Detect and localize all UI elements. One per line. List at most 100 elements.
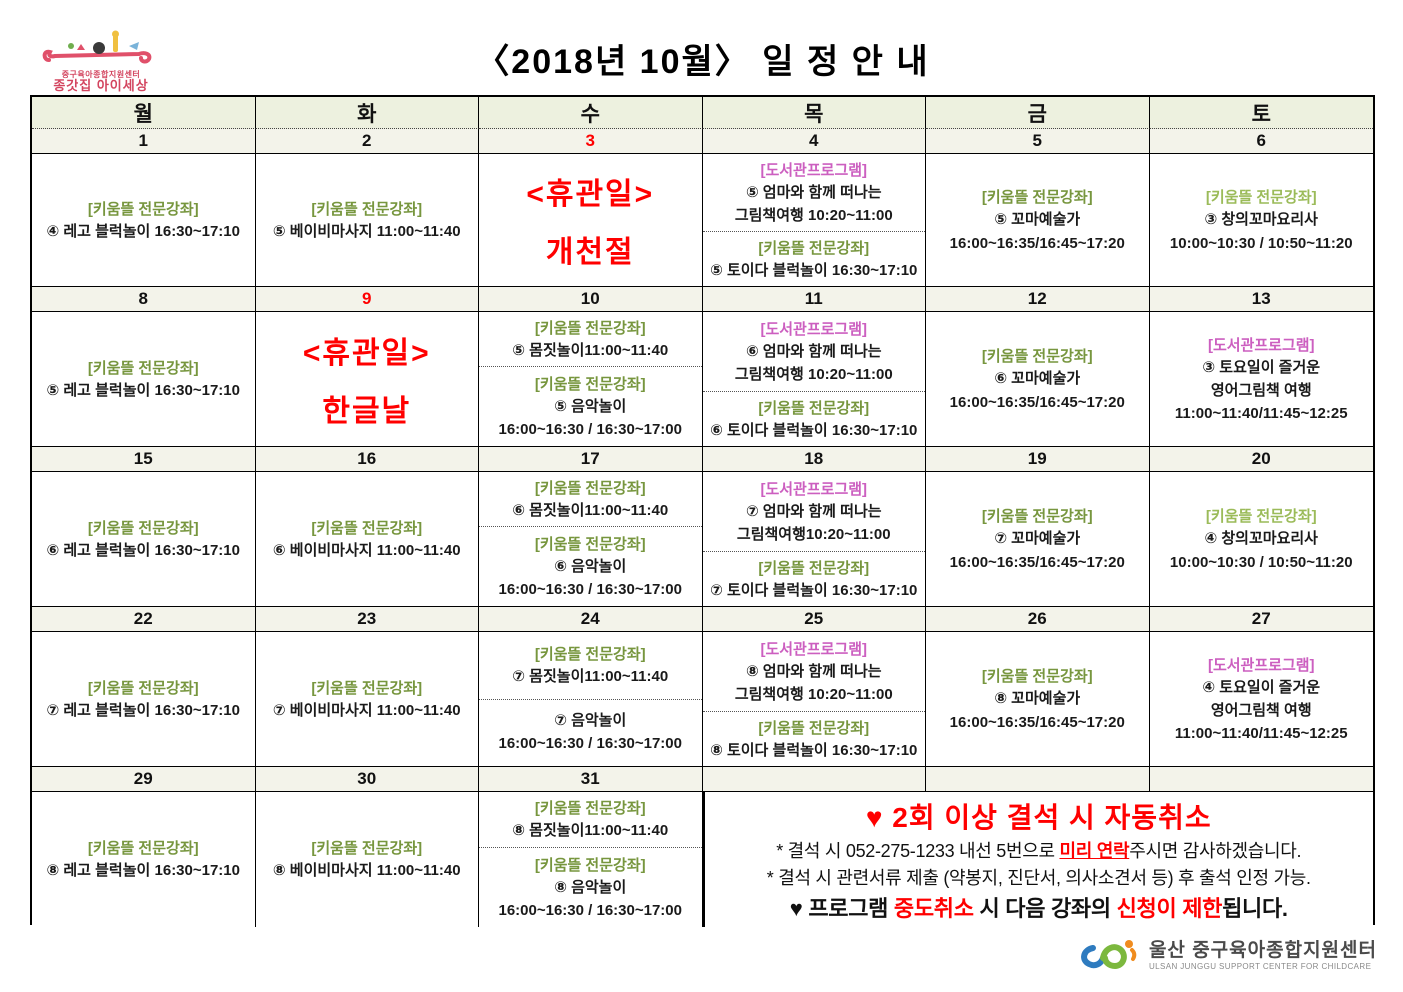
event-line: ⑦ 꼬마예술가 [994,530,1081,548]
calendar-cell: [도서관프로그램] ③ 토요일이 즐거운 영어그림책 여행 11:00~11:40/1… [1149,312,1373,447]
program-label: [키움뜰 전문강좌] [534,646,646,664]
event-line: ⑧ 음악놀이 [554,878,627,896]
program-label: [도서관프로그램] [760,320,868,338]
calendar-cell: [키움뜰 전문강좌] ⑧ 몸짓놀이11:00~11:40 [키움뜰 전문강좌] ⑧ 음… [479,792,703,927]
event-line: 16:00~16:30 / 16:30~17:00 [498,901,682,919]
page-title: 〈2018년 10월〉 일 정 안 내 [475,43,930,81]
event-line: ④ 창의꼬마요리사 [1204,530,1318,548]
event-line: 16:00~16:30 / 16:30~17:00 [498,421,682,439]
event-line: 16:00~16:30 / 16:30~17:00 [498,735,682,753]
notice-highlight: 중도취소 [893,895,974,921]
program-section: [키움뜰 전문강좌] ⑤ 몸짓놀이11:00~11:40 [479,312,702,366]
program-label: [키움뜰 전문강좌] [534,320,646,338]
program-label: [키움뜰 전문강좌] [981,508,1093,526]
event-line: ⑤ 음악놀이 [554,397,627,415]
holiday-label: <휴관일> [526,178,655,211]
calendar-cell: [도서관프로그램] ⑤ 엄마와 함께 떠나는 그림책여행 10:20~11:00 [키… [702,154,926,287]
date-number: 5 [926,129,1150,154]
day-header-2: 화 [255,97,479,129]
event-line: 16:00~16:35/16:45~17:20 [949,553,1125,571]
calendar-cell: [키움뜰 전문강좌] ③ 창의꼬마요리사 10:00~10:30 / 10:50~1… [1149,154,1373,287]
program-section: [키움뜰 전문강좌] ⑦ 꼬마예술가 16:00~16:35/16:45~17:20 [926,472,1149,606]
date-number: 18 [702,447,926,472]
program-section: [도서관프로그램] ⑥ 엄마와 함께 떠나는 그림책여행 10:20~11:00 [703,312,926,391]
day-header-6: 토 [1149,97,1373,129]
event-line: ⑧ 토이다 블럭놀이 16:30~17:10 [710,741,918,759]
date-number: 23 [255,607,479,632]
event-line: ⑧ 꼬마예술가 [994,690,1081,708]
program-label: [도서관프로그램] [760,640,868,658]
event-line: 그림책여행 10:20~11:00 [734,207,893,225]
event-line: ⑧ 레고 블럭놀이 16:30~17:10 [46,862,241,880]
event-line: 11:00~11:40/11:45~12:25 [1174,725,1348,743]
calendar-cell: [키움뜰 전문강좌] ⑦ 레고 블럭놀이 16:30~17:10 [32,632,256,767]
program-section: [키움뜰 전문강좌] ⑧ 레고 블럭놀이 16:30~17:10 [32,792,255,927]
date-number: 11 [702,287,926,312]
date-number: 25 [702,607,926,632]
event-line: 16:00~16:35/16:45~17:20 [949,713,1125,731]
program-label: [키움뜰 전문강좌] [534,480,646,498]
program-section: [키움뜰 전문강좌] ⑧ 음악놀이 16:00~16:30 / 16:30~17:0… [479,846,702,927]
event-line: ⑧ 엄마와 함께 떠나는 [745,662,882,680]
event-line: ④ 토요일이 즐거운 [1202,678,1321,696]
calendar-cell: [도서관프로그램] ④ 토요일이 즐거운 영어그림책 여행 11:00~11:40/1… [1149,632,1373,767]
program-label: [키움뜰 전문강좌] [534,375,646,393]
program-section: [키움뜰 전문강좌] ⑦ 토이다 블럭놀이 16:30~17:10 [702,550,925,606]
event-line: 그림책여행 10:20~11:00 [734,685,893,703]
program-section: [키움뜰 전문강좌] ④ 레고 블럭놀이 16:30~17:10 [32,154,255,286]
program-section: [키움뜰 전문강좌] ⑥ 음악놀이 16:00~16:30 / 16:30~17:0… [479,526,702,606]
program-label: [키움뜰 전문강좌] [311,840,423,858]
event-line: ⑥ 몸짓놀이11:00~11:40 [512,502,669,520]
event-line: ⑤ 몸짓놀이11:00~11:40 [512,342,669,360]
date-number: 13 [1149,287,1373,312]
date-number: 26 [926,607,1150,632]
holiday-label: 한글날 [322,395,412,428]
program-section: [키움뜰 전문강좌] ⑧ 토이다 블럭놀이 16:30~17:10 [702,710,925,766]
date-number: 2 [255,129,479,154]
day-header-3: 수 [479,97,703,129]
calendar-cell: [키움뜰 전문강좌] ⑦ 베이비마사지 11:00~11:40 [255,632,479,767]
notice-text: ♥ 프로그램 [789,895,894,921]
notice-box: ♥ 2회 이상 결석 시 자동취소 * 결석 시 052-275-1233 내선 … [702,792,1373,927]
program-label: [키움뜰 전문강좌] [87,679,199,697]
center-logo-art [42,30,152,64]
event-line: ③ 창의꼬마요리사 [1204,211,1318,229]
footer-logo-mark [1081,940,1137,970]
program-label: [도서관프로그램] [760,480,868,498]
date-number: 20 [1149,447,1373,472]
event-line: ⑥ 음악놀이 [554,557,627,575]
program-section: [키움뜰 전문강좌] ⑤ 베이비마사지 11:00~11:40 [256,154,479,286]
event-line: ⑦ 베이비마사지 11:00~11:40 [272,701,461,719]
date-number [1149,767,1373,792]
calendar-cell: [키움뜰 전문강좌] ⑦ 몸짓놀이11:00~11:40 ⑦ 음악놀이 16:00~1… [479,632,703,767]
calendar-cell: [키움뜰 전문강좌] ⑥ 몸짓놀이11:00~11:40 [키움뜰 전문강좌] ⑥ 음… [479,472,703,607]
notice-line: * 결석 시 관련서류 제출 (약봉지, 진단서, 의사소견서 등) 후 출석 … [711,864,1368,890]
event-line: ⑦ 레고 블럭놀이 16:30~17:10 [46,701,241,719]
program-label: [키움뜰 전문강좌] [758,559,870,577]
event-line: 10:00~10:30 / 10:50~11:20 [1169,234,1353,252]
date-number: 12 [926,287,1150,312]
date-number: 4 [702,129,926,154]
program-label: [도서관프로그램] [1207,656,1315,674]
program-label: [키움뜰 전문강좌] [311,519,423,537]
program-section: [키움뜰 전문강좌] ⑧ 꼬마예술가 16:00~16:35/16:45~17:20 [926,632,1149,766]
program-section: [도서관프로그램] ⑦ 엄마와 함께 떠나는 그림책여행10:20~11:00 [703,472,926,551]
calendar-cell: [키움뜰 전문강좌] ④ 레고 블럭놀이 16:30~17:10 [32,154,256,287]
date-number: 9 [255,287,479,312]
event-line: 16:00~16:35/16:45~17:20 [949,393,1125,411]
event-line: ③ 토요일이 즐거운 [1202,358,1321,376]
program-section: [키움뜰 전문강좌] ⑥ 레고 블럭놀이 16:30~17:10 [32,472,255,606]
program-label: [키움뜰 전문강좌] [758,399,870,417]
date-number: 10 [479,287,703,312]
calendar-cell: [키움뜰 전문강좌] ⑤ 베이비마사지 11:00~11:40 [255,154,479,287]
date-number [926,767,1150,792]
holiday-label: <휴관일> [302,337,431,370]
event-line: ⑦ 몸짓놀이11:00~11:40 [512,668,669,686]
footer-org-name-en: ULSAN JUNGGU SUPPORT CENTER FOR CHILDCAR… [1148,961,1372,971]
event-line: ⑤ 베이비마사지 11:00~11:40 [272,222,461,240]
notice-text: * 결석 시 관련서류 제출 (약봉지, 진단서, 의사소견서 등) 후 출석 … [766,867,1311,888]
date-number: 27 [1149,607,1373,632]
